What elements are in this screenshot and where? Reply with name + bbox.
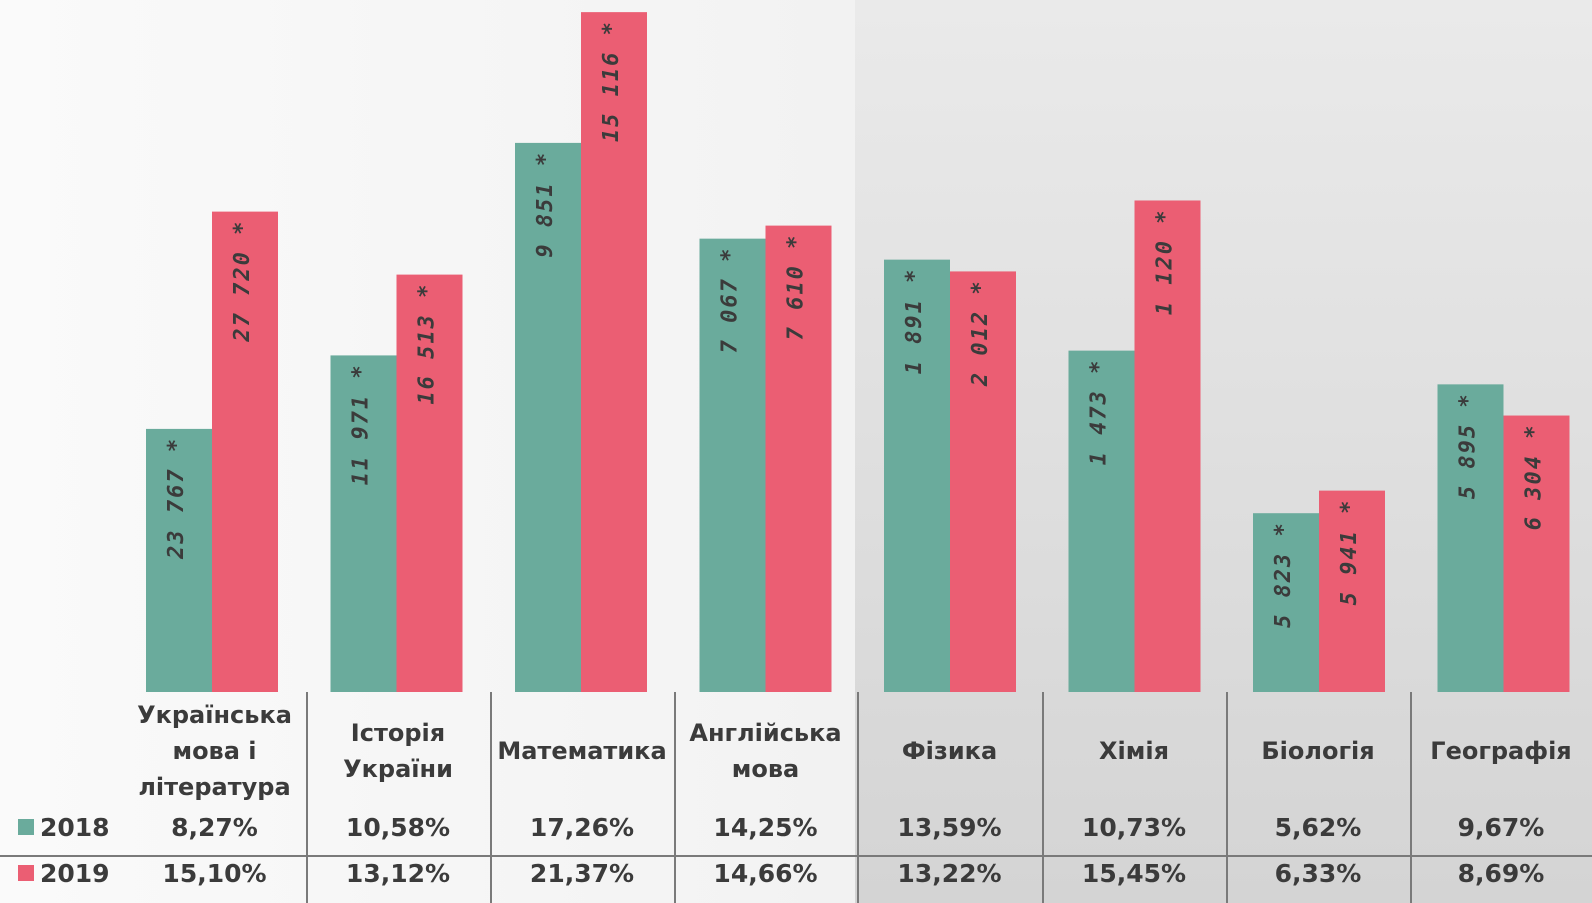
bar-value-label: 5 941 * <box>1337 499 1362 606</box>
bar-value-label: 15 116 * <box>599 20 624 142</box>
percent-cell: 21,37% <box>529 858 635 888</box>
percent-cell: 15,45% <box>1081 858 1187 888</box>
table-column-divider <box>674 692 676 903</box>
bar-value-label: 5 895 * <box>1456 392 1481 499</box>
bar-value-label: 1 473 * <box>1087 359 1112 466</box>
bar-value-label: 1 120 * <box>1153 208 1178 315</box>
percent-cell: 14,25% <box>713 812 818 842</box>
bar-2018-7 <box>1437 384 1504 692</box>
bar-2018-3 <box>699 238 766 692</box>
percent-cell: 8,69% <box>1457 858 1545 888</box>
category-label: Біологія <box>1261 736 1375 765</box>
percent-cell: 10,58% <box>345 812 451 842</box>
table-column-divider <box>857 692 859 903</box>
category-label: Історія України <box>343 718 453 783</box>
category-label: Математика <box>497 736 667 765</box>
bar-value-label: 6 304 * <box>1522 424 1547 531</box>
legend-swatch <box>18 819 34 835</box>
percent-cell: 17,26% <box>529 812 635 842</box>
bar-2018-6 <box>1253 513 1319 692</box>
bar-value-label: 9 851 * <box>533 151 558 258</box>
bar-value-label: 5 823 * <box>1271 521 1296 628</box>
legend-label: 2019 <box>40 858 110 888</box>
bar-value-label: 2 012 * <box>968 279 993 387</box>
bar-value-label: 27 720 * <box>230 220 255 343</box>
bar-2018-1 <box>330 355 397 692</box>
bar-2019-4 <box>950 271 1016 692</box>
data-table: Українська мова і література 8,27% 15,10% І… <box>0 692 1592 903</box>
bar-value-label: 16 513 * <box>415 283 440 405</box>
bar-2019-3 <box>765 225 832 692</box>
bar-2019-7 <box>1503 415 1570 692</box>
legend-swatch <box>18 865 34 881</box>
table-column-divider <box>1226 692 1228 903</box>
percent-cell: 9,67% <box>1457 812 1545 842</box>
percent-cell: 8,27% <box>171 812 258 842</box>
bar-2018-2 <box>515 142 581 692</box>
category-label: Українська мова і література <box>137 700 292 801</box>
bar-2018-5 <box>1068 350 1135 692</box>
percent-cell: 5,62% <box>1274 812 1362 842</box>
percent-cell: 15,10% <box>162 858 267 888</box>
table-column-divider <box>490 692 492 903</box>
bar-2018-0 <box>146 428 212 692</box>
legend-label: 2018 <box>40 812 110 842</box>
percent-cell: 14,66% <box>713 858 818 888</box>
percent-cell: 10,73% <box>1081 812 1187 842</box>
bar-2018-4 <box>884 259 950 692</box>
category-label: Географія <box>1430 736 1572 765</box>
bar-2019-0 <box>212 211 278 692</box>
bar-value-label: 11 971 * <box>349 363 374 485</box>
bar-chart: 23 767 * 27 720 * 11 971 * 16 513 * 9 851 * 1… <box>146 12 1570 692</box>
table-column-divider <box>1410 692 1412 903</box>
bar-value-label: 1 891 * <box>902 268 927 375</box>
bar-2019-6 <box>1319 490 1385 692</box>
percent-cell: 13,59% <box>897 812 1002 842</box>
category-label: Англійська мова <box>689 718 842 783</box>
legend-item-2018: 2018 <box>18 805 110 849</box>
category-label: Хімія <box>1099 736 1169 765</box>
table-column-divider <box>306 692 308 903</box>
bar-value-label: 23 767 * <box>164 437 189 560</box>
percent-cell: 13,22% <box>897 858 1002 888</box>
bar-value-label: 7 610 * <box>784 234 809 341</box>
percent-cell: 6,33% <box>1274 858 1362 888</box>
bar-2019-1 <box>396 274 463 692</box>
bar-2019-2 <box>581 12 647 692</box>
table-column-divider <box>1042 692 1044 903</box>
category-label: Фізика <box>901 736 998 765</box>
percent-cell: 13,12% <box>345 858 451 888</box>
table-row-divider <box>0 855 1592 857</box>
bar-2019-5 <box>1134 200 1201 692</box>
bar-value-label: 7 067 * <box>718 247 743 354</box>
legend-item-2019: 2019 <box>18 851 110 895</box>
